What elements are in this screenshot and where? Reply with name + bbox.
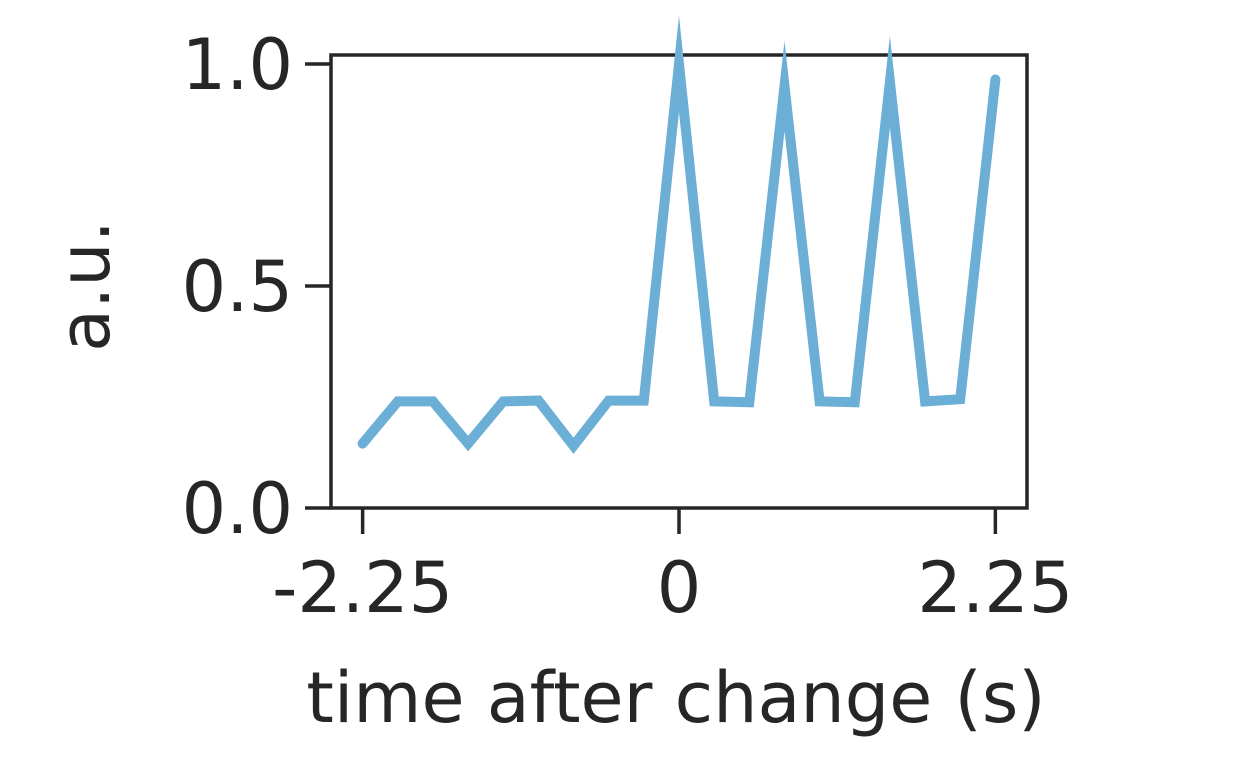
y-axis-label: a.u. xyxy=(44,220,126,352)
x-axis-label: time after change (s) xyxy=(306,657,1045,739)
y-axis-ticks: 0.0 0.5 1.0 xyxy=(182,24,331,550)
x-axis-ticks: -2.25 0 2.25 xyxy=(272,508,1073,629)
x-tick-label: 0 xyxy=(657,547,702,629)
series-line xyxy=(357,15,1001,454)
y-tick-label: 1.0 xyxy=(182,24,293,106)
y-tick-label: 0.0 xyxy=(182,468,293,550)
x-tick-label: -2.25 xyxy=(272,547,453,629)
series-layer xyxy=(357,15,1001,454)
y-tick-label: 0.5 xyxy=(182,246,293,328)
x-tick-label: 2.25 xyxy=(917,547,1073,629)
plot-area-frame xyxy=(329,53,1029,510)
